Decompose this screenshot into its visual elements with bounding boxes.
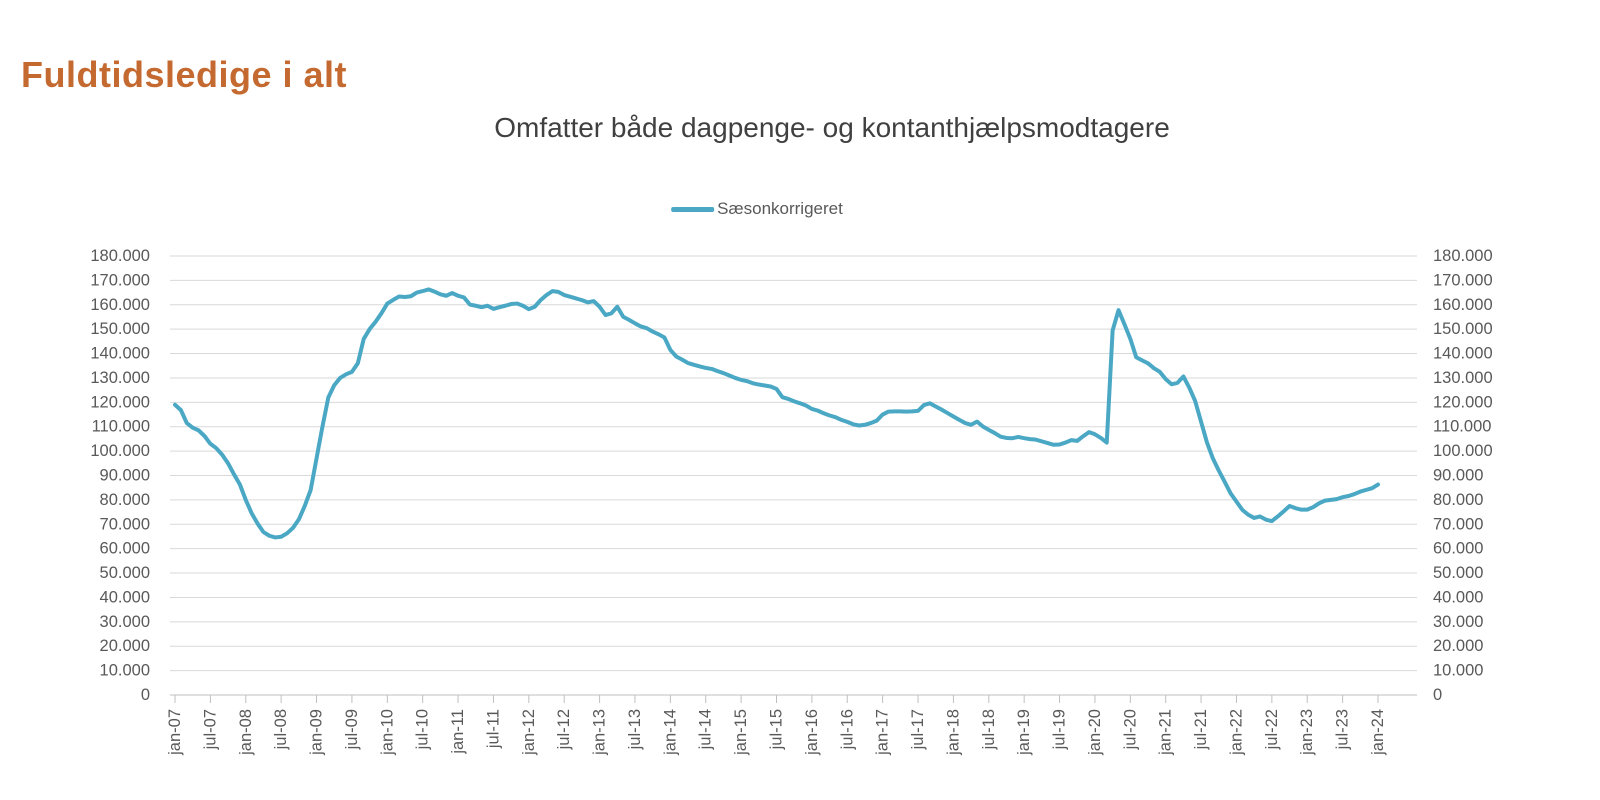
x-axis-label: jul-18: [980, 709, 998, 750]
legend: Sæsonkorrigeret: [671, 199, 843, 219]
x-axis-label: jul-17: [909, 709, 927, 750]
x-axis-label: jan-17: [874, 709, 892, 756]
x-axis-label: jan-12: [520, 709, 538, 756]
y-axis-label-right: 100.000: [1433, 442, 1493, 460]
y-axis-label-right: 130.000: [1433, 369, 1493, 387]
y-axis-label-right: 70.000: [1433, 515, 1483, 533]
x-axis-label: jul-10: [414, 709, 432, 750]
page-title: Fuldtidsledige i alt: [21, 54, 348, 96]
y-axis-label-left: 110.000: [92, 418, 150, 436]
x-axis-label: jan-14: [661, 709, 679, 756]
y-axis-label-left: 20.000: [100, 637, 150, 655]
y-axis-label-right: 170.000: [1433, 271, 1493, 289]
y-axis-label-left: 170.000: [90, 271, 150, 289]
x-axis-label: jul-09: [343, 709, 361, 750]
y-axis-label-left: 130.000: [90, 369, 150, 387]
y-axis-label-right: 30.000: [1433, 613, 1483, 631]
y-axis-label-left: 0: [141, 686, 150, 704]
y-axis-label-right: 140.000: [1433, 345, 1493, 363]
y-axis-label-left: 160.000: [90, 296, 150, 314]
x-axis-label: jan-19: [1015, 709, 1033, 756]
legend-label: Sæsonkorrigeret: [717, 199, 843, 218]
x-axis-label: jan-08: [237, 709, 255, 756]
legend-line-marker: [671, 206, 715, 212]
y-axis-label-left: 50.000: [100, 564, 150, 582]
series-line-saesonkorrigeret: [173, 287, 1380, 540]
x-axis-label: jan-21: [1157, 709, 1175, 756]
x-axis-label: jul-14: [697, 709, 715, 750]
y-axis-label-left: 90.000: [100, 467, 150, 485]
y-axis-label-right: 40.000: [1433, 588, 1483, 606]
x-axis-label: jan-10: [378, 709, 396, 756]
y-axis-label-right: 10.000: [1433, 662, 1483, 680]
y-axis-label-left: 40.000: [100, 588, 150, 606]
x-axis-label: jul-15: [768, 709, 786, 750]
x-axis-label: jul-22: [1263, 709, 1281, 750]
y-axis-label-right: 90.000: [1433, 467, 1483, 485]
x-axis-label: jul-07: [201, 709, 219, 750]
x-axis-label: jan-15: [732, 709, 750, 756]
y-axis-label-left: 80.000: [100, 491, 150, 509]
x-axis-label: jul-20: [1121, 709, 1139, 750]
y-axis-label-left: 60.000: [100, 540, 150, 558]
y-axis-label-right: 120.000: [1433, 393, 1493, 411]
x-axis-label: jan-11: [449, 709, 467, 755]
y-axis-label-right: 50.000: [1433, 564, 1483, 582]
y-axis-label-right: 60.000: [1433, 540, 1483, 558]
x-axis-label: jan-20: [1086, 709, 1104, 756]
x-axis-label: jul-12: [555, 709, 573, 750]
y-axis-label-right: 180.000: [1433, 247, 1493, 265]
x-axis-label: jan-13: [591, 709, 609, 756]
x-axis-label: jul-21: [1192, 709, 1210, 750]
y-axis-label-right: 80.000: [1433, 491, 1483, 509]
y-axis-label-left: 70.000: [100, 515, 150, 533]
x-axis-label: jan-23: [1298, 709, 1316, 756]
y-axis-label-right: 150.000: [1433, 320, 1493, 338]
x-axis-label: jan-07: [166, 709, 184, 756]
y-axis-label-left: 140.000: [90, 345, 150, 363]
x-axis-label: jan-09: [308, 709, 326, 756]
x-axis-label: jul-11: [484, 709, 502, 749]
y-axis-label-left: 120.000: [90, 393, 150, 411]
y-axis-label-right: 160.000: [1433, 296, 1493, 314]
chart-title: Omfatter både dagpenge- og kontanthjælps…: [494, 112, 1170, 143]
x-axis-label: jul-08: [272, 709, 290, 750]
x-axis-label: jul-16: [838, 709, 856, 750]
y-axis-label-left: 100.000: [90, 442, 150, 460]
y-axis-label-left: 30.000: [100, 613, 150, 631]
x-axis-label: jan-22: [1227, 709, 1245, 756]
x-axis-label: jan-16: [803, 709, 821, 756]
x-axis-label: jul-13: [626, 709, 644, 750]
x-axis-label: jan-24: [1369, 709, 1387, 756]
y-axis-label-right: 20.000: [1433, 637, 1483, 655]
x-axis-label: jul-19: [1051, 709, 1069, 750]
y-axis-label-left: 10.000: [100, 662, 150, 680]
x-axis-label: jul-23: [1334, 709, 1352, 750]
y-axis-label-left: 150.000: [90, 320, 150, 338]
y-axis-label-right: 0: [1433, 686, 1442, 704]
y-axis-label-right: 110.000: [1433, 418, 1491, 436]
y-axis-label-left: 180.000: [90, 247, 150, 265]
x-axis-label: jan-18: [944, 709, 962, 756]
